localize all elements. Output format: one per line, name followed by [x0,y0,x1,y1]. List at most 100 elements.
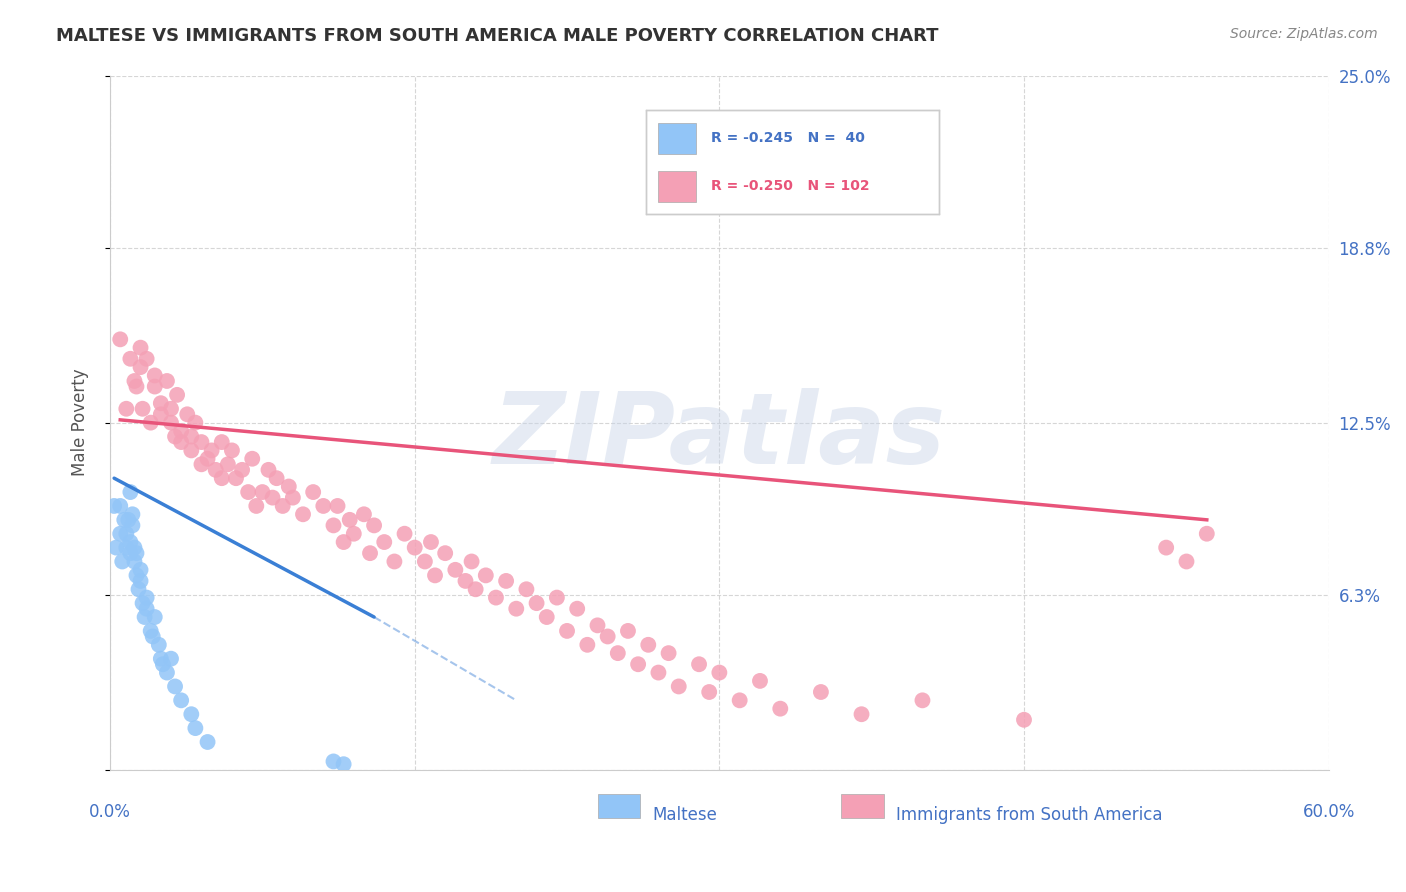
Point [420,535,443,549]
Point [120,546,142,560]
Point [110,526,132,541]
Point [103,499,125,513]
Point [112,513,135,527]
Point [135,351,157,366]
Point [606,646,628,660]
Point [125,568,148,582]
Point [627,657,650,672]
Point [546,591,568,605]
Point [240,451,263,466]
Point [111,554,134,568]
Point [221,443,243,458]
Bar [841,794,884,818]
Point [135,591,157,605]
Text: ZIPatlas: ZIPatlas [492,388,946,485]
Point [197,451,219,466]
Point [339,513,361,527]
Point [197,735,219,749]
Point [128,582,150,597]
Point [637,638,659,652]
Point [170,693,193,707]
Point [120,535,142,549]
Point [1195,526,1218,541]
Text: 0.0%: 0.0% [89,803,131,822]
Point [728,693,751,707]
Point [124,554,146,568]
Point [266,471,288,485]
Point [363,518,385,533]
Point [131,401,153,416]
Point [129,563,152,577]
Point [139,416,162,430]
Point [384,554,406,568]
Point [343,526,366,541]
Point [1154,541,1177,555]
Point [668,680,690,694]
Point [156,665,179,680]
Point [460,554,482,568]
Point [184,721,207,735]
Point [115,526,138,541]
Point [143,379,166,393]
Point [121,518,143,533]
Point [170,435,193,450]
Point [149,407,172,421]
Point [148,638,170,652]
Point [404,541,426,555]
Point [115,541,138,555]
Point [115,401,138,416]
Point [851,707,873,722]
Bar [598,794,640,818]
Point [277,479,299,493]
Point [176,407,198,421]
Point [332,535,354,549]
Point [135,601,157,615]
Point [394,526,416,541]
Point [515,582,537,597]
Point [190,435,212,450]
Point [257,463,280,477]
Point [131,596,153,610]
Point [617,624,640,638]
Point [165,429,187,443]
Point [262,491,284,505]
Point [139,624,162,638]
Point [596,630,619,644]
Point [170,424,193,438]
Point [120,485,142,500]
Point [160,651,183,665]
Point [134,610,156,624]
Point [454,574,477,588]
Point [156,374,179,388]
Point [160,401,183,416]
Point [413,554,436,568]
Text: Source: ZipAtlas.com: Source: ZipAtlas.com [1230,27,1378,41]
Point [326,499,349,513]
Point [271,499,294,513]
Point [211,471,233,485]
Point [190,458,212,472]
Point [110,499,132,513]
Point [204,463,226,477]
Text: Maltese: Maltese [652,805,717,824]
Point [149,396,172,410]
Point [485,591,508,605]
Point [322,518,344,533]
Point [292,508,315,522]
Text: Immigrants from South America: Immigrants from South America [896,805,1163,824]
Point [143,610,166,624]
Point [658,646,681,660]
Point [1175,554,1198,568]
Point [332,757,354,772]
Point [110,332,132,346]
Text: 60.0%: 60.0% [1302,803,1355,822]
Point [749,673,772,688]
Point [142,630,165,644]
Point [184,416,207,430]
Point [464,582,486,597]
Point [125,546,148,560]
Point [160,416,183,430]
Point [475,568,498,582]
Point [149,651,172,665]
Point [1012,713,1035,727]
